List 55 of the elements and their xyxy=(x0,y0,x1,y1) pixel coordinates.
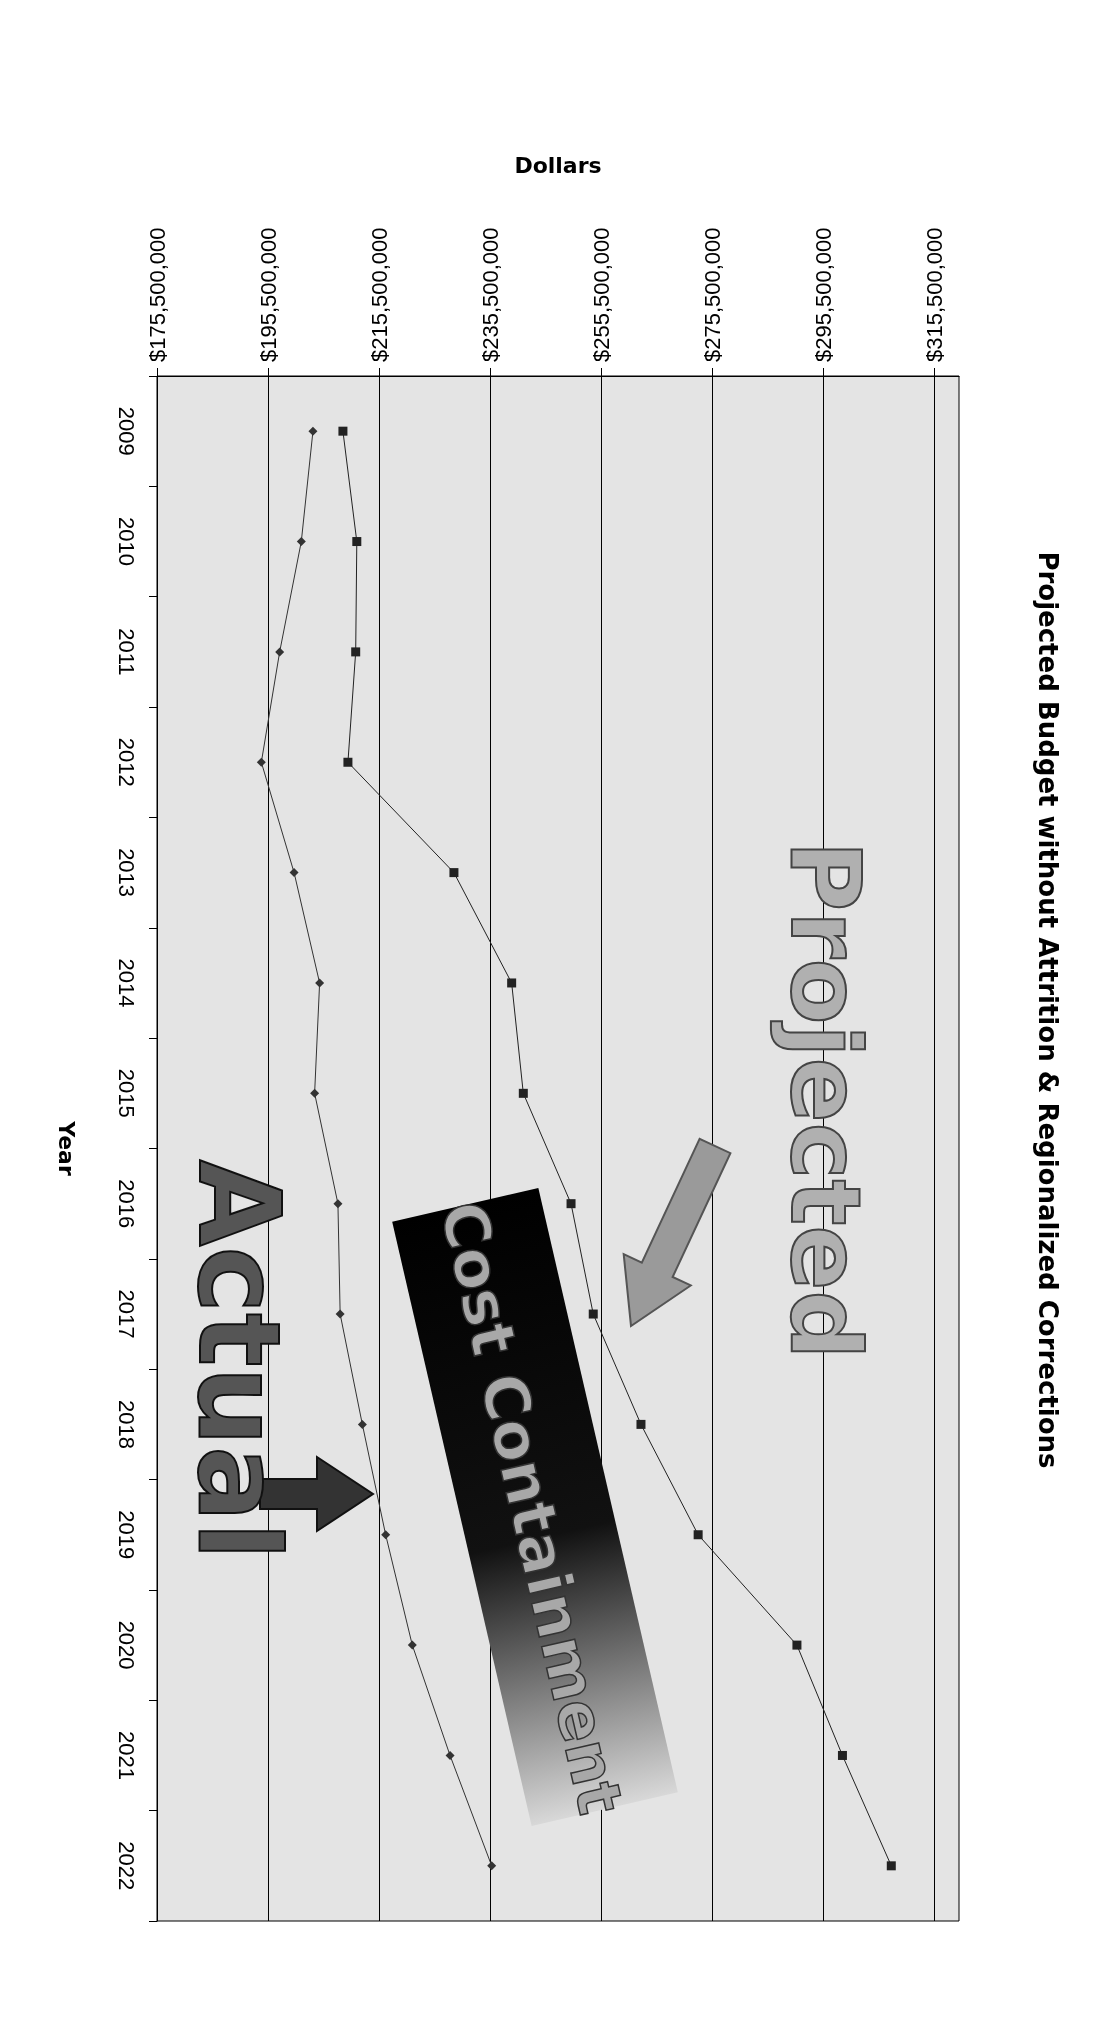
y-tick-label: 2020 xyxy=(113,1620,139,1670)
y-tick-label: 2011 xyxy=(113,628,139,676)
text: Actual xyxy=(174,1159,304,1561)
point xyxy=(343,757,353,767)
y-tick-label: 2014 xyxy=(113,958,139,1008)
x-tick-label: $195,500,000 xyxy=(255,227,281,362)
y-tick-label: 2013 xyxy=(113,848,139,898)
text: Projected Budget without Attrition & Regionalized Corrections xyxy=(1033,551,1063,1469)
point xyxy=(487,1861,497,1871)
point xyxy=(588,1309,598,1319)
point xyxy=(507,978,517,988)
point xyxy=(289,868,299,878)
point xyxy=(792,1640,802,1650)
point xyxy=(449,868,459,878)
point xyxy=(886,1861,896,1871)
y-tick-label: 2022 xyxy=(113,1841,139,1891)
point xyxy=(518,1088,528,1098)
x-tick-label: $255,500,000 xyxy=(588,227,614,362)
point xyxy=(357,1419,367,1429)
point xyxy=(275,647,285,657)
x-tick-label: $175,500,000 xyxy=(144,227,170,362)
point xyxy=(351,647,361,657)
point xyxy=(296,537,306,547)
point xyxy=(308,426,318,436)
point xyxy=(693,1530,703,1540)
point xyxy=(338,426,348,436)
y-tick-label: 2015 xyxy=(113,1068,139,1118)
y-tick-label: 2012 xyxy=(113,737,139,787)
point xyxy=(310,1088,320,1098)
point xyxy=(381,1530,391,1540)
y-tick-label: 2018 xyxy=(113,1399,139,1449)
point xyxy=(407,1640,417,1650)
point xyxy=(445,1750,455,1760)
y-tick-label: 2021 xyxy=(113,1730,139,1780)
y-tick-label: 2016 xyxy=(113,1179,139,1229)
point xyxy=(566,1199,576,1209)
point xyxy=(315,978,325,988)
x-tick-label: $315,500,000 xyxy=(921,227,947,362)
x-axis-title: Dollars xyxy=(514,152,602,178)
y-axis-title: Year xyxy=(53,1120,79,1176)
point xyxy=(352,537,362,547)
point xyxy=(335,1309,345,1319)
point xyxy=(636,1419,646,1429)
x-tick-label: $235,500,000 xyxy=(477,227,503,362)
y-tick-label: 2019 xyxy=(113,1510,139,1560)
y-tick-label: 2009 xyxy=(113,406,139,456)
point xyxy=(333,1199,343,1209)
x-tick-label: $295,500,000 xyxy=(810,227,836,362)
x-tick-label: $275,500,000 xyxy=(699,227,725,362)
y-tick-label: 2017 xyxy=(113,1289,139,1339)
y-tick-label: 2010 xyxy=(113,517,139,567)
text: Projected xyxy=(769,840,881,1360)
point xyxy=(256,757,266,767)
x-tick-label: $215,500,000 xyxy=(366,227,392,362)
point xyxy=(837,1750,847,1760)
